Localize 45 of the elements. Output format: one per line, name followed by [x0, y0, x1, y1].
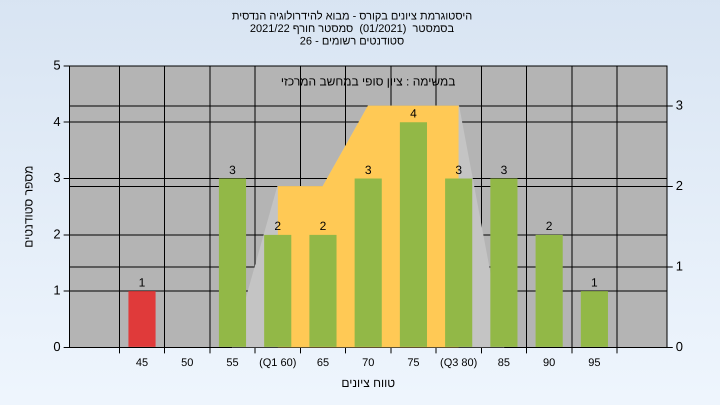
x-tick-label: 50 — [181, 357, 194, 370]
y2-tick-label: 3 — [676, 98, 684, 113]
x-tick-label: 55 — [226, 357, 239, 370]
y-tick-label: 0 — [53, 338, 61, 354]
data-label: 3 — [455, 162, 462, 177]
x-tick-label: 70 — [362, 357, 374, 370]
bar — [264, 234, 292, 347]
y2-tick-label: 2 — [676, 178, 684, 194]
x-tick-label: 90 — [543, 357, 556, 370]
bar — [400, 122, 428, 347]
y-tick-label: 5 — [53, 58, 61, 73]
x-tick-label: 85 — [498, 357, 510, 370]
bar — [445, 178, 472, 347]
y-tick-label: 2 — [53, 226, 61, 242]
y2-tick-label: 0 — [676, 338, 684, 354]
data-label: 2 — [320, 219, 327, 234]
data-label: 2 — [546, 219, 553, 234]
y-tick-label: 4 — [53, 114, 61, 129]
x-tick-label: (Q1 60) — [259, 357, 296, 370]
x-tick-label: 65 — [316, 357, 330, 370]
y2-tick-label: 1 — [676, 258, 684, 274]
data-label: 2 — [274, 219, 282, 234]
data-label: 1 — [591, 275, 598, 290]
x-tick-label: (Q3 80) — [440, 357, 478, 370]
x-axis-title: טווח ציונים — [341, 376, 396, 390]
y-axis-title: מספר סטודנטים — [22, 166, 36, 248]
x-tick-label: 75 — [407, 357, 420, 370]
data-label: 3 — [500, 162, 508, 177]
bar — [536, 234, 563, 347]
data-label: 1 — [138, 275, 146, 290]
bar — [354, 178, 382, 347]
bar — [580, 291, 608, 347]
x-tick-label: 95 — [588, 357, 601, 370]
bar — [309, 234, 337, 347]
x-tick-label: 45 — [136, 357, 148, 370]
chart-subtitle: בסמסטר (01/2021) סמסטר חורף 2021/22 סטודנטים רשומים - 26 — [250, 23, 454, 48]
chart-title: היסטוגרמת ציונים בקורס - מבוא להידרולוגיה הנדסית — [232, 10, 472, 22]
data-label: 4 — [410, 106, 418, 121]
bar — [218, 178, 246, 347]
bar — [490, 178, 518, 347]
y-tick-label: 3 — [53, 170, 61, 186]
data-label: 3 — [364, 162, 372, 177]
bar — [128, 291, 156, 347]
y-tick-label: 1 — [53, 282, 61, 298]
data-label: 3 — [229, 162, 236, 177]
